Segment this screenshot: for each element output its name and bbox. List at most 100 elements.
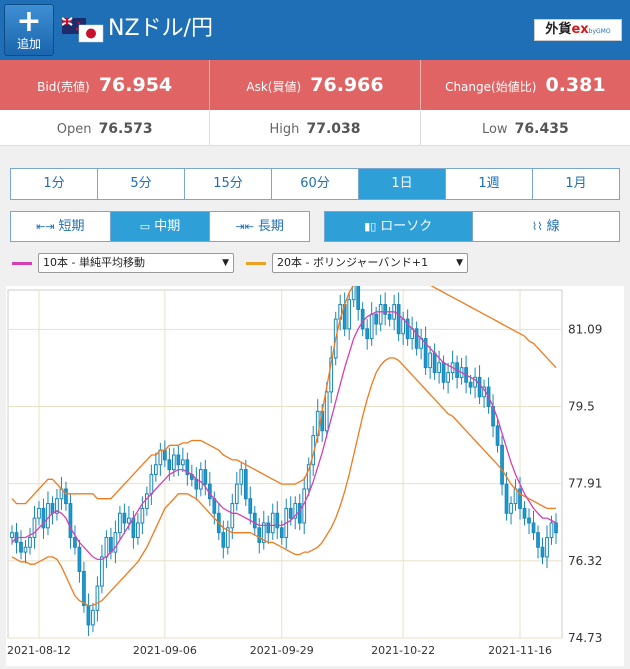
term-short-button[interactable]: ⇤⇥ 短期	[11, 212, 111, 241]
candle-body	[41, 507, 46, 529]
bb-swatch	[246, 262, 266, 265]
sma-swatch	[12, 262, 32, 265]
candle-body	[122, 512, 127, 524]
candle-label: ローソク	[380, 219, 433, 234]
candle-body	[378, 304, 383, 325]
open-value: 76.573	[98, 121, 153, 137]
candle-body	[437, 362, 441, 374]
low-label: Low	[481, 122, 508, 137]
zoom-in-icon: ⇤⇥	[36, 220, 55, 233]
bb-select[interactable]: 20本 - ボリンジャーバンド+1 ▼	[272, 253, 468, 273]
candle-body	[176, 454, 181, 466]
add-button[interactable]: + 追加	[4, 4, 54, 56]
tab-15min[interactable]: 15分	[185, 169, 272, 199]
candle-body	[266, 522, 271, 534]
candle-body	[55, 498, 59, 514]
x-tick-label: 2021-10-22	[371, 644, 435, 657]
candle-body	[131, 517, 136, 539]
candle-body	[230, 503, 235, 529]
ask-label: Ask(買値)	[246, 80, 302, 94]
candle-body	[167, 459, 172, 471]
line-chart-icon: ⌇⌇	[531, 220, 543, 233]
candle-body	[10, 532, 14, 539]
y-tick-label: 74.73	[568, 631, 602, 645]
y-tick-label: 76.32	[568, 554, 602, 568]
term-long-button[interactable]: ⇥⇤ 長期	[210, 212, 309, 241]
line-button[interactable]: ⌇⌇ 線	[473, 212, 620, 241]
candle-body	[140, 507, 145, 524]
tab-1day[interactable]: 1日	[359, 169, 446, 199]
tab-1month[interactable]: 1月	[565, 176, 587, 191]
candle-body	[171, 454, 176, 471]
term-mid-label: 中期	[154, 219, 181, 234]
candle-body	[180, 459, 185, 466]
high-cell: High 77.038	[210, 110, 421, 145]
sma-select[interactable]: 10本 - 単純平均移動 ▼	[38, 253, 234, 273]
candle-body	[95, 585, 100, 611]
candle-body	[154, 464, 158, 475]
change-value: 0.381	[545, 74, 606, 96]
open-label: Open	[56, 122, 92, 137]
candle-body	[527, 517, 531, 524]
add-button-label: 追加	[16, 37, 41, 51]
candle-body	[203, 469, 208, 485]
term-mid-button[interactable]: ▭ 中期	[110, 212, 211, 241]
indicator-row: 10本 - 単純平均移動 ▼ 20本 - ボリンジャーバンド+1 ▼	[10, 252, 620, 274]
x-tick-label: 2021-09-06	[133, 644, 197, 657]
candle-body	[369, 313, 374, 340]
candle-body	[356, 284, 361, 310]
bollinger-lower-line	[11, 357, 556, 607]
candle-body	[82, 571, 86, 606]
candle-body	[531, 522, 536, 534]
candle-body	[279, 527, 284, 539]
candle-body	[194, 478, 199, 490]
line-label: 線	[546, 219, 560, 234]
candle-body	[554, 522, 558, 534]
candle-body	[509, 503, 513, 514]
candle-body	[113, 532, 118, 553]
candle-body	[185, 459, 190, 475]
candle-body	[145, 493, 149, 509]
candle-body	[28, 537, 32, 548]
candle-body	[19, 541, 23, 553]
term-short-label: 短期	[58, 219, 85, 234]
tab-5min[interactable]: 5分	[98, 169, 185, 199]
candle-body	[109, 537, 113, 553]
tab-1week[interactable]: 1週	[446, 169, 533, 199]
candle-body	[441, 362, 446, 383]
candle-body	[234, 483, 239, 505]
candle-body	[423, 338, 428, 369]
candle-body	[401, 318, 406, 335]
candle-button[interactable]: ▮▯ ローソク	[325, 212, 473, 241]
candle-body	[414, 328, 419, 349]
candle-body	[351, 284, 356, 301]
x-tick-label: 2021-08-12	[7, 644, 71, 657]
sma-select-label: 10本 - 単純平均移動	[43, 256, 145, 269]
low-value: 76.435	[514, 121, 569, 137]
tab-1min[interactable]: 1分	[11, 169, 98, 199]
candle-body	[261, 522, 266, 543]
price-chart[interactable]: 81.09 79.5 77.91 76.32 74.73 2021-08-12 2021-0…	[6, 267, 624, 666]
candle-body	[347, 299, 352, 330]
candle-body	[68, 503, 73, 539]
candle-body	[275, 512, 280, 529]
candle-body	[504, 483, 509, 514]
candle-body	[64, 488, 68, 505]
candle-body	[37, 507, 41, 519]
candle-body	[243, 469, 248, 500]
candle-body	[73, 537, 77, 548]
candle-body	[468, 381, 473, 388]
candle-body	[158, 449, 163, 466]
candle-body	[46, 503, 50, 529]
tab-60min[interactable]: 60分	[272, 169, 359, 199]
candle-body	[518, 488, 522, 509]
candle-body	[387, 313, 392, 320]
high-label: High	[269, 122, 300, 137]
pair-title: NZドル/円	[108, 16, 213, 41]
candle-body	[104, 537, 109, 558]
low-cell: Low 76.435	[421, 110, 630, 145]
chart-svg: 81.09 79.5 77.91 76.32 74.73 2021-08-12 2021-0…	[6, 267, 624, 666]
candle-body	[495, 425, 500, 446]
candle-body	[252, 512, 257, 529]
change-cell: Change(始値比) 0.381	[421, 60, 630, 110]
